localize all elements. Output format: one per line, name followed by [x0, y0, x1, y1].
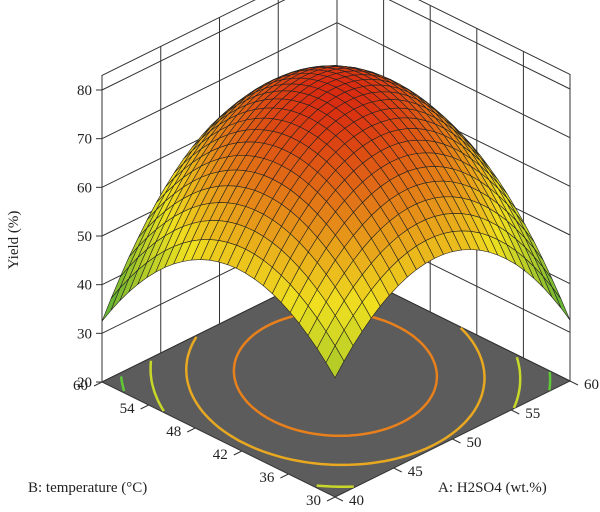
y-tick-label: 42: [213, 447, 228, 463]
z-tick-label: 80: [77, 83, 92, 99]
contour-line: [149, 356, 522, 489]
z-tick-label: 40: [77, 278, 92, 294]
x-tick-label: 45: [408, 464, 423, 480]
y-tick-label: 36: [259, 470, 275, 486]
z-tick-label: 20: [77, 375, 92, 391]
x-tick-label: 60: [584, 377, 599, 393]
y-tick-label: 30: [306, 493, 321, 509]
z-tick-label: 60: [77, 180, 92, 196]
contour-line: [119, 371, 552, 392]
y-tick-label: 54: [120, 401, 136, 417]
z-axis-label: Yield (%): [6, 211, 22, 270]
x-tick-label: 50: [467, 435, 482, 451]
y-tick-label: 48: [166, 424, 181, 440]
y-axis-label: B: temperature (°C): [28, 480, 147, 496]
x-tick-label: 55: [525, 406, 540, 422]
y-tick-label: 60: [73, 378, 88, 394]
tick-labels: 20 30 40 50 60 70 80 30 36 42 48 54 60 40 45 50 55 60: [73, 83, 599, 509]
z-tick-label: 30: [77, 326, 92, 342]
x-axis-label: A: H2SO4 (wt.%): [438, 480, 547, 496]
z-tick-label: 50: [77, 229, 92, 245]
surface-cell: [325, 345, 345, 379]
x-tick-label: 40: [349, 493, 364, 509]
z-tick-label: 70: [77, 132, 92, 148]
yield-surface: [101, 65, 571, 379]
